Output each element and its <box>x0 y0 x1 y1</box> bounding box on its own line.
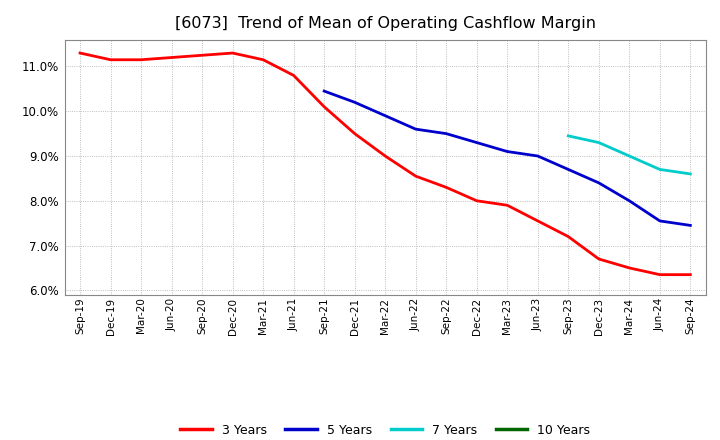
Line: 5 Years: 5 Years <box>324 91 690 225</box>
5 Years <box>472 140 481 145</box>
5 Years <box>442 131 451 136</box>
3 Years <box>503 202 512 208</box>
3 Years <box>655 272 664 277</box>
5 Years <box>503 149 512 154</box>
3 Years <box>534 218 542 224</box>
3 Years <box>167 55 176 60</box>
5 Years <box>625 198 634 203</box>
7 Years <box>564 133 572 139</box>
7 Years <box>595 140 603 145</box>
3 Years <box>258 57 267 62</box>
Line: 7 Years: 7 Years <box>568 136 690 174</box>
3 Years <box>625 265 634 271</box>
5 Years <box>534 154 542 159</box>
5 Years <box>655 218 664 224</box>
Line: 3 Years: 3 Years <box>80 53 690 275</box>
3 Years <box>228 51 237 56</box>
3 Years <box>137 57 145 62</box>
7 Years <box>625 154 634 159</box>
3 Years <box>198 53 207 58</box>
5 Years <box>595 180 603 186</box>
3 Years <box>411 173 420 179</box>
5 Years <box>351 99 359 105</box>
3 Years <box>381 154 390 159</box>
Legend: 3 Years, 5 Years, 7 Years, 10 Years: 3 Years, 5 Years, 7 Years, 10 Years <box>176 419 595 440</box>
5 Years <box>411 127 420 132</box>
3 Years <box>595 257 603 262</box>
3 Years <box>564 234 572 239</box>
3 Years <box>320 104 328 110</box>
3 Years <box>107 57 115 62</box>
3 Years <box>686 272 695 277</box>
7 Years <box>686 171 695 176</box>
3 Years <box>442 185 451 190</box>
5 Years <box>686 223 695 228</box>
3 Years <box>472 198 481 203</box>
Title: [6073]  Trend of Mean of Operating Cashflow Margin: [6073] Trend of Mean of Operating Cashfl… <box>175 16 595 32</box>
5 Years <box>320 88 328 94</box>
3 Years <box>351 131 359 136</box>
7 Years <box>655 167 664 172</box>
5 Years <box>564 167 572 172</box>
3 Years <box>76 51 84 56</box>
5 Years <box>381 113 390 118</box>
3 Years <box>289 73 298 78</box>
